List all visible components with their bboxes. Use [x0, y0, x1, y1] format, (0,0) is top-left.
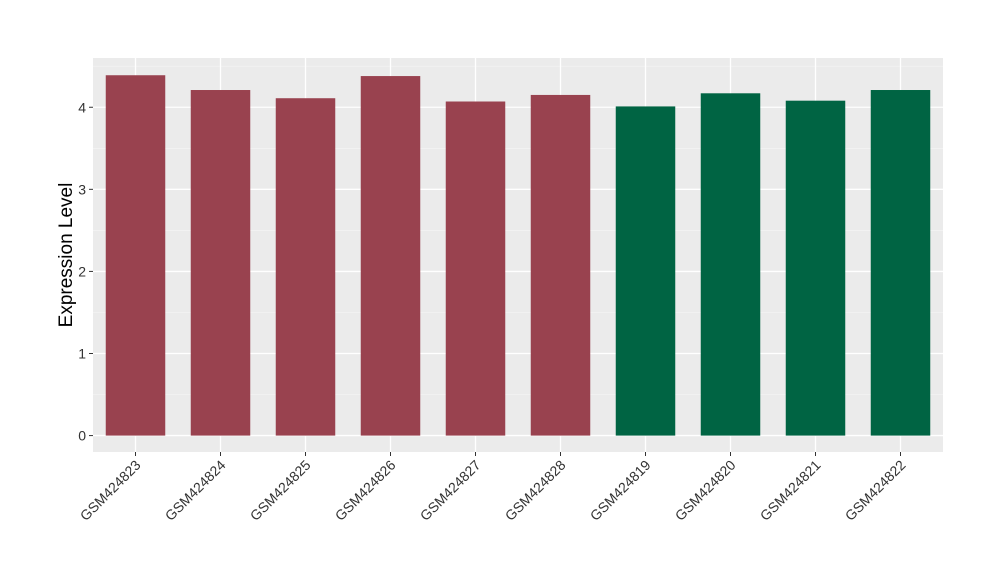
x-tick-label: GSM424819: [587, 457, 654, 524]
y-tick-label: 4: [78, 99, 86, 115]
bar-GSM424823: [105, 75, 166, 436]
bar-GSM424826: [360, 76, 421, 436]
y-axis-title: Expression Level: [56, 183, 77, 328]
x-tick-label: GSM424827: [417, 457, 484, 524]
x-tick-label: GSM424822: [842, 457, 909, 524]
x-tick-label: GSM424823: [77, 457, 144, 524]
bar-GSM424825: [275, 98, 336, 436]
y-axis-ticks: 0 1 2 3 4: [78, 99, 93, 444]
bar-GSM424822: [870, 90, 931, 436]
y-tick-label: 1: [78, 346, 86, 362]
y-tick-label: 3: [78, 181, 86, 197]
bar-GSM424824: [190, 90, 251, 436]
bar-GSM424820: [700, 93, 761, 436]
x-axis-ticks: GSM424823 GSM424824 GSM424825 GSM424826 GSM4…: [77, 452, 909, 524]
y-tick-label: 2: [78, 263, 86, 279]
bar-GSM424828: [530, 94, 591, 436]
x-tick-label: GSM424825: [247, 457, 314, 524]
x-tick-label: GSM424828: [502, 457, 569, 524]
bar-GSM424819: [615, 106, 676, 436]
x-tick-label: GSM424826: [332, 457, 399, 524]
y-tick-label: 0: [78, 428, 86, 444]
bar-GSM424827: [445, 101, 506, 436]
x-tick-label: GSM424824: [162, 457, 229, 524]
bar-GSM424821: [785, 100, 846, 436]
x-tick-label: GSM424820: [672, 457, 739, 524]
bars: [105, 75, 931, 436]
x-tick-label: GSM424821: [757, 457, 824, 524]
